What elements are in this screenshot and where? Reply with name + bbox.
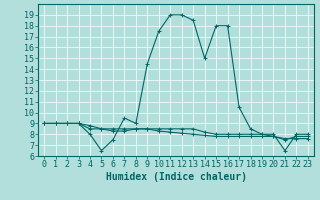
X-axis label: Humidex (Indice chaleur): Humidex (Indice chaleur) — [106, 172, 246, 182]
